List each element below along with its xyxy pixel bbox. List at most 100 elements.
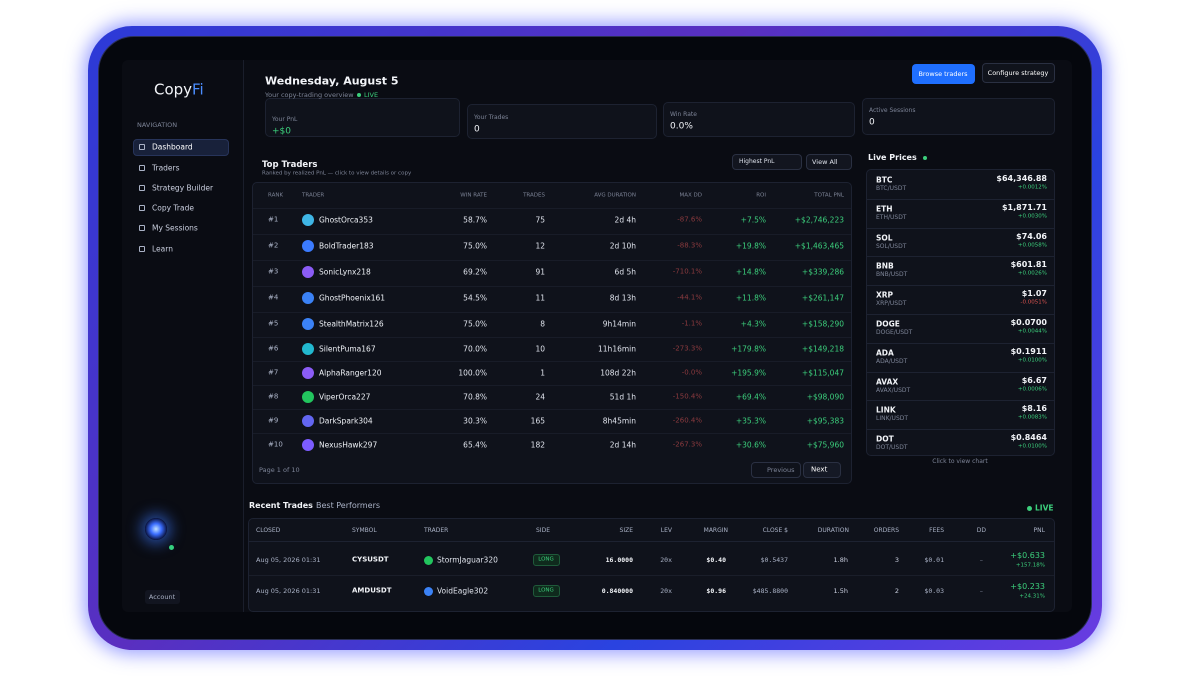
win-rate: 65.4% <box>463 440 487 450</box>
stat-card <box>862 98 1055 135</box>
price-symbol[interactable]: DOT <box>876 434 894 444</box>
trader-avatar <box>424 556 433 565</box>
price-divider <box>867 342 1054 344</box>
roi: +35.3% <box>735 416 766 426</box>
section-title: Top Traders <box>262 159 318 170</box>
view-all[interactable]: View All <box>812 157 838 166</box>
nav-icon <box>139 144 145 150</box>
sort-label[interactable]: Highest PnL <box>739 158 775 165</box>
win-rate: 75.0% <box>463 241 487 251</box>
total-pnl: +$2,746,223 <box>794 215 844 225</box>
dd: – <box>979 586 983 595</box>
rank[interactable]: #9 <box>268 416 279 425</box>
section-subtitle: Ranked by realized PnL — click to view d… <box>262 170 412 177</box>
trader-avatar <box>302 292 314 304</box>
column-header: FEES <box>929 527 944 534</box>
online-dot <box>169 545 174 550</box>
trader-avatar <box>302 240 314 252</box>
price-symbol[interactable]: SOL <box>876 232 893 242</box>
page-date: Wednesday, August 5 <box>265 74 399 88</box>
configure-button-bg[interactable] <box>982 63 1055 83</box>
live-badge: LIVE <box>364 90 379 99</box>
trader-name[interactable]: GhostPhoenix161 <box>319 293 386 303</box>
trader-name[interactable]: ViperOrca227 <box>319 392 371 402</box>
price-value: $1,871.71 <box>1001 202 1047 212</box>
total-pnl: +$95,383 <box>806 416 844 426</box>
trader-name[interactable]: SilentPuma167 <box>319 344 376 354</box>
browse-traders[interactable]: Browse traders <box>918 69 968 78</box>
nav-item[interactable]: Dashboard <box>152 142 193 152</box>
trader-name[interactable]: GhostOrca353 <box>319 215 373 225</box>
price-divider <box>867 198 1054 200</box>
max-dd: -710.1% <box>672 267 702 276</box>
nav-item[interactable]: Copy Trade <box>152 203 194 213</box>
account-label[interactable]: Account <box>148 592 176 601</box>
rank[interactable]: #5 <box>268 319 279 328</box>
row-divider <box>253 385 851 386</box>
row-divider <box>253 286 851 287</box>
price-symbol[interactable]: ADA <box>876 348 894 358</box>
previous[interactable]: Previous <box>767 465 795 474</box>
row-divider <box>253 260 851 261</box>
rank[interactable]: #3 <box>268 267 279 276</box>
rank[interactable]: #2 <box>268 241 279 250</box>
previous-button[interactable] <box>751 462 801 478</box>
nav-item[interactable]: Strategy Builder <box>152 183 214 193</box>
stat-value: +$0 <box>272 126 291 137</box>
closed-time: Aug 05, 2026 01:31 <box>256 586 321 595</box>
trader-name[interactable]: BoldTrader183 <box>319 241 374 251</box>
price-divider <box>867 400 1054 402</box>
rank[interactable]: #1 <box>268 215 279 224</box>
price-symbol[interactable]: BNB <box>876 261 894 271</box>
price-symbol[interactable]: XRP <box>876 290 894 300</box>
live-dot <box>357 93 361 97</box>
view-all-button[interactable] <box>806 154 852 170</box>
side: LONG <box>538 556 554 563</box>
rank[interactable]: #6 <box>268 344 279 353</box>
nav-item[interactable]: Learn <box>152 244 173 254</box>
nav-item[interactable]: My Sessions <box>152 223 198 233</box>
stat-card <box>467 104 657 139</box>
trader-name[interactable]: AlphaRanger120 <box>319 368 382 378</box>
margin: $0.96 <box>706 586 726 595</box>
avg-duration: 6d 5h <box>614 267 636 277</box>
nav-icon <box>139 205 145 211</box>
price-symbol[interactable]: DOGE <box>876 319 900 329</box>
sort-dropdown[interactable] <box>732 154 802 170</box>
avg-duration: 51d 1h <box>609 392 636 402</box>
avg-duration: 8h45min <box>602 416 636 426</box>
column-header: DD <box>976 527 986 534</box>
tab-active[interactable]: Recent Trades <box>249 501 313 510</box>
rank[interactable]: #4 <box>268 293 279 302</box>
nav-item[interactable]: Traders <box>152 163 180 173</box>
column-header: SIDE <box>536 527 550 534</box>
price-pair: LINK/USDT <box>876 415 909 423</box>
configure-strategy[interactable]: Configure strategy <box>987 68 1049 77</box>
tab[interactable]: Best Performers <box>316 501 381 510</box>
brand-accent: Fi <box>192 80 204 99</box>
next-button[interactable] <box>803 462 841 478</box>
leverage: 20x <box>660 555 672 564</box>
price-symbol[interactable]: LINK <box>876 405 896 415</box>
trades: 10 <box>535 344 545 354</box>
account-button[interactable] <box>145 590 180 604</box>
trader-name[interactable]: StormJaguar320 <box>437 555 498 565</box>
browse-button-bg[interactable] <box>912 64 975 84</box>
trader-name[interactable]: SonicLynx218 <box>319 267 371 277</box>
rank[interactable]: #8 <box>268 392 279 401</box>
rank[interactable]: #7 <box>268 368 279 377</box>
next[interactable]: Next <box>811 465 828 474</box>
win-rate: 100.0% <box>458 368 487 378</box>
trader-name[interactable]: StealthMatrix126 <box>319 319 384 329</box>
price-symbol[interactable]: ETH <box>876 204 893 214</box>
side-pill <box>533 554 560 566</box>
price-symbol[interactable]: AVAX <box>876 376 899 386</box>
price-symbol[interactable]: BTC <box>876 175 893 185</box>
rank[interactable]: #10 <box>268 440 283 449</box>
avg-duration: 2d 4h <box>614 215 636 225</box>
trader-name[interactable]: VoidEagle302 <box>437 586 489 596</box>
win-rate: 70.0% <box>463 344 487 354</box>
trader-avatar <box>424 587 433 596</box>
trader-name[interactable]: DarkSpark304 <box>319 416 373 426</box>
trader-name[interactable]: NexusHawk297 <box>319 440 378 450</box>
